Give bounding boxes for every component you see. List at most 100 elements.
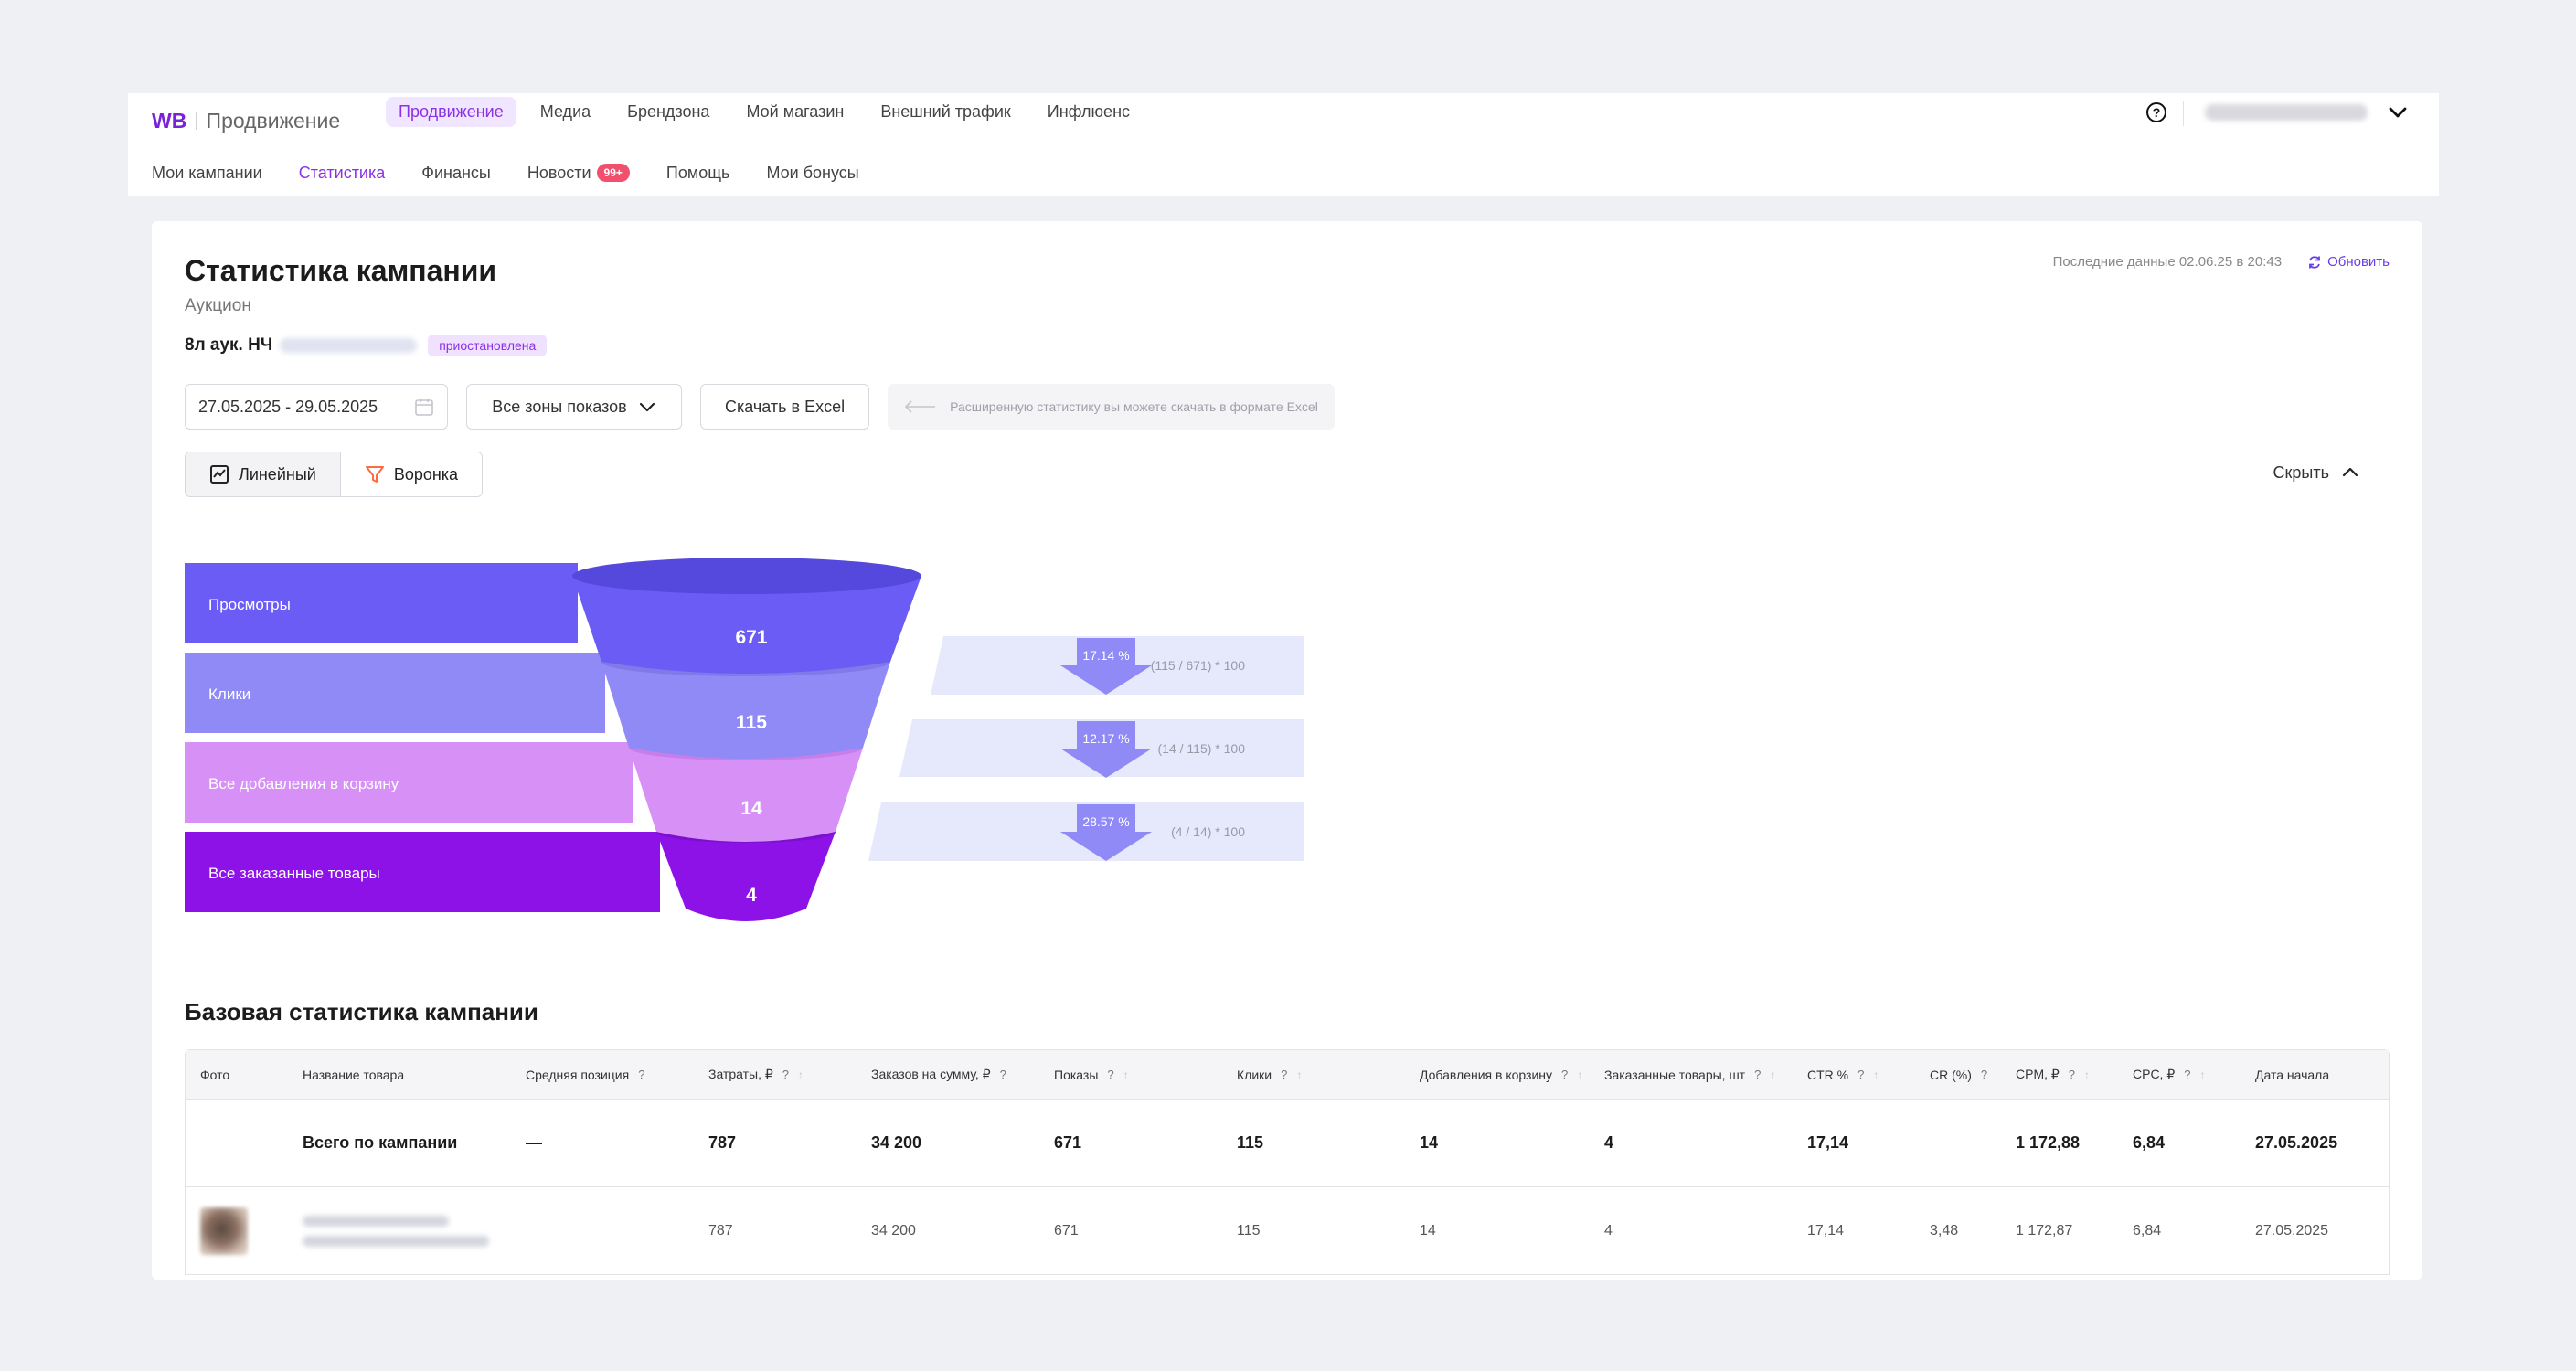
th-clicks[interactable]: Клики? ↑ [1237, 1068, 1302, 1082]
th-cr[interactable]: CR (%)? [1930, 1068, 1987, 1082]
item-clicks: 115 [1237, 1222, 1261, 1238]
th-cr-label: CR (%) [1930, 1067, 1972, 1082]
help-icon[interactable]: ? [2146, 102, 2166, 122]
sort-icon[interactable]: ↑ [2084, 1068, 2091, 1081]
subnav-item-news[interactable]: Новости 99+ [527, 164, 630, 183]
th-cpm[interactable]: CPM, ₽? ↑ [2016, 1067, 2090, 1082]
subnav-item-help[interactable]: Помощь [665, 163, 730, 182]
total-clicks: 115 [1237, 1133, 1264, 1152]
conversion-percent-3: 28.57 % [1082, 814, 1129, 829]
funnel-bar-clicks [185, 653, 605, 733]
question-icon[interactable]: ? [999, 1068, 1006, 1081]
campaign-id [280, 338, 418, 353]
product-name-blurred [303, 1215, 489, 1247]
th-views[interactable]: Показы? ↑ [1054, 1068, 1129, 1082]
sort-icon[interactable]: ↑ [1296, 1068, 1303, 1081]
chevron-down-icon [639, 402, 655, 412]
logo-wb: WB [152, 108, 187, 133]
question-icon[interactable]: ? [1857, 1068, 1865, 1081]
th-spend[interactable]: Затраты, ₽? ↑ [708, 1067, 804, 1082]
total-orders-sum: 34 200 [871, 1133, 922, 1152]
conversion-percent-1: 17.14 % [1082, 648, 1129, 663]
item-orders-sum: 34 200 [871, 1222, 916, 1238]
nav-item-my-shop[interactable]: Мой магазин [746, 101, 845, 121]
question-icon[interactable]: ? [1281, 1068, 1288, 1081]
th-avg-position[interactable]: Средняя позиция? [526, 1068, 644, 1082]
th-cart[interactable]: Добавления в корзину? ↑ [1420, 1068, 1582, 1082]
calendar-icon[interactable] [414, 397, 434, 417]
view-line-button[interactable]: Линейный [186, 452, 341, 496]
campaign-info: 8л аук. НЧ приостановлена [185, 335, 548, 356]
th-ctr[interactable]: CTR %? ↑ [1807, 1068, 1879, 1082]
nav-item-brandzone[interactable]: Брендзона [627, 101, 710, 121]
header-divider [2183, 101, 2184, 126]
th-cpc[interactable]: CPC, ₽? ↑ [2133, 1067, 2205, 1082]
question-icon[interactable]: ? [1980, 1068, 1988, 1081]
subnav-item-my-campaigns[interactable]: Мои кампании [152, 163, 262, 182]
th-clicks-label: Клики [1237, 1067, 1272, 1082]
hide-chart-button[interactable]: Скрыть [2273, 462, 2360, 483]
nav-item-promotion[interactable]: Продвижение [386, 96, 516, 127]
refresh-button[interactable]: Обновить [2307, 254, 2390, 270]
th-product-name: Название товара [303, 1067, 405, 1082]
date-range-input[interactable]: 27.05.2025 - 29.05.2025 [185, 384, 448, 430]
export-excel-button[interactable]: Скачать в Excel [700, 384, 870, 430]
subnav-item-finance[interactable]: Финансы [421, 163, 491, 182]
sort-icon[interactable]: ↑ [1770, 1068, 1776, 1081]
nav-item-media[interactable]: Медиа [539, 101, 591, 121]
table-row[interactable]: 787 34 200 671 115 14 4 17,14 3,48 1 172… [186, 1187, 2389, 1275]
sort-icon[interactable]: ↑ [1873, 1068, 1879, 1081]
subnav-item-news-label: Новости [527, 163, 591, 182]
product-photo[interactable] [200, 1206, 248, 1255]
main-nav: Продвижение Медиа Брендзона Мой магазин … [386, 93, 1154, 130]
subnav-item-bonuses[interactable]: Мои бонусы [766, 163, 859, 182]
top-header: WB | Продвижение Продвижение Медиа Бренд… [128, 93, 2439, 196]
question-icon[interactable]: ? [1754, 1068, 1762, 1081]
sort-icon[interactable]: ↑ [1123, 1068, 1129, 1081]
view-funnel-button[interactable]: Воронка [340, 452, 483, 496]
hide-chart-label: Скрыть [2273, 462, 2329, 482]
conversion-arrow-2 [1060, 721, 1152, 778]
th-orders-sum[interactable]: Заказов на сумму, ₽? [871, 1067, 1006, 1082]
nav-item-external-traffic[interactable]: Внешний трафик [880, 101, 1011, 121]
news-count-badge: 99+ [596, 164, 630, 182]
zones-select[interactable]: Все зоны показов [466, 384, 682, 430]
question-icon[interactable]: ? [1107, 1068, 1114, 1081]
total-cpm: 1 172,88 [2016, 1133, 2081, 1152]
base-stats-table: Фото Название товара Средняя позиция? За… [185, 1049, 2390, 1275]
question-icon[interactable]: ? [638, 1068, 645, 1081]
total-spend: 787 [708, 1133, 737, 1152]
funnel-bar-cart [185, 742, 633, 823]
campaign-name: 8л аук. НЧ [185, 335, 273, 355]
sort-icon[interactable]: ↑ [798, 1068, 804, 1081]
chevron-up-icon [2342, 467, 2358, 477]
logo[interactable]: WB | Продвижение [152, 102, 340, 139]
nav-item-influence[interactable]: Инфлюенс [1047, 101, 1131, 121]
line-chart-icon [210, 465, 229, 484]
account-name[interactable] [2205, 104, 2368, 121]
funnel-bar-orders [185, 832, 660, 912]
statistics-card: Статистика кампании Аукцион 8л аук. НЧ п… [152, 221, 2422, 1280]
question-icon[interactable]: ? [782, 1068, 790, 1081]
question-icon[interactable]: ? [1561, 1068, 1569, 1081]
question-icon[interactable]: ? [2068, 1068, 2076, 1081]
question-icon[interactable]: ? [2184, 1068, 2191, 1081]
th-photo: Фото [200, 1067, 230, 1082]
funnel-cone-orders [656, 832, 836, 921]
sort-icon[interactable]: ↑ [2199, 1068, 2206, 1081]
sort-icon[interactable]: ↑ [1577, 1068, 1583, 1081]
item-ordered: 4 [1604, 1222, 1613, 1238]
th-avg-position-label: Средняя позиция [526, 1067, 630, 1082]
base-stats-title: Базовая статистика кампании [185, 998, 538, 1026]
th-ordered[interactable]: Заказанные товары, шт? ↑ [1604, 1068, 1775, 1082]
funnel-cone-views [572, 576, 921, 674]
chevron-down-icon[interactable] [2386, 101, 2410, 124]
conversion-formula-2: (14 / 115) * 100 [1158, 741, 1246, 756]
funnel-cone-cart [629, 748, 863, 842]
total-cpc: 6,84 [2133, 1133, 2166, 1152]
subnav-item-statistics[interactable]: Статистика [298, 163, 386, 182]
date-range-value: 27.05.2025 - 29.05.2025 [198, 397, 378, 416]
funnel-bar-views [185, 563, 578, 643]
product-name[interactable] [303, 1215, 489, 1247]
funnel-value-views: 671 [735, 627, 767, 648]
